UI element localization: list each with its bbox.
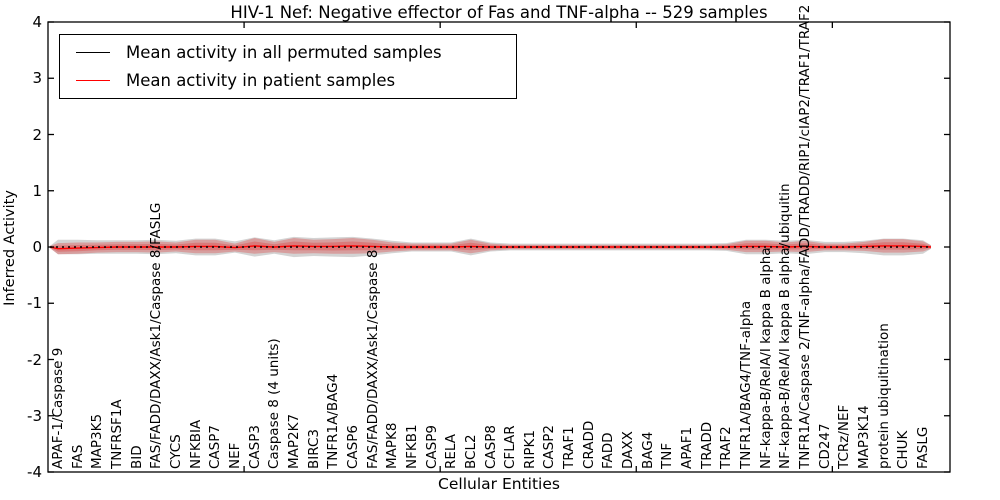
x-tick-label: CYCS (167, 434, 184, 469)
x-tick-label: FADD (600, 432, 617, 469)
y-tick-label: -3 (27, 406, 42, 425)
legend-item-permuted: Mean activity in all permuted samples (60, 43, 516, 62)
x-tick-label: RIPK1 (521, 430, 538, 469)
x-tick-label: TNFRSF1A (108, 399, 125, 469)
x-tick-label: TNFR1A/BAG4/TNF-alpha (738, 300, 755, 469)
y-tick-label: -1 (27, 294, 42, 313)
black-line-swatch (76, 52, 110, 54)
x-tick-label: TNFR1A/Caspase 2/TNF-alpha/FADD/TRADD/RI… (797, 4, 814, 469)
x-tick-label: RELA (443, 434, 460, 469)
x-tick-label: CRADD (580, 420, 597, 469)
x-tick-label: APAF-1/Caspase 9 (50, 347, 66, 469)
x-tick-label: CASP7 (207, 425, 224, 469)
legend-item-label: Mean activity in all permuted samples (126, 43, 442, 63)
x-tick-label: MAP3K5 (89, 413, 106, 469)
x-tick-label: MAPK8 (384, 422, 401, 469)
x-tick-label: CD247 (816, 423, 833, 469)
x-tick-label: FAS/FADD/DAXX/Ask1/Caspase 8 (364, 249, 381, 469)
x-tick-label: CHUK (895, 430, 912, 469)
x-tick-label: Caspase 8 (4 units) (266, 338, 283, 469)
x-tick-label: BIRC3 (305, 429, 322, 469)
x-tick-label: NEF (226, 442, 243, 469)
x-tick-label: NF-kappa-B/RelA/I kappa B alpha/ubiquiti… (777, 183, 794, 469)
x-tick-label: CASP8 (482, 425, 499, 469)
y-tick-label: 4 (32, 13, 42, 31)
x-tick-label: NFKB1 (403, 424, 420, 469)
x-tick-label: DAXX (620, 431, 637, 469)
x-tick-label: BCL2 (462, 434, 479, 469)
patient-spread-band-outer (50, 238, 931, 255)
x-axis-label: Cellular Entities (438, 475, 560, 493)
x-tick-label: CASP3 (246, 425, 263, 469)
y-tick-label: -2 (27, 350, 42, 369)
x-tick-label: FAS (69, 444, 86, 469)
x-tick-label: TRADD (698, 421, 715, 469)
legend: Mean activity in all permuted samples Me… (59, 34, 517, 99)
x-tick-label: CFLAR (502, 425, 519, 469)
x-tick-label: MAP2K7 (285, 413, 302, 469)
x-tick-label: TRAF1 (561, 426, 578, 469)
x-tick-label: BAG4 (639, 431, 656, 469)
x-tick-label: protein ubiquitination (875, 323, 892, 469)
x-tick-label: TCRz/NEF (836, 404, 853, 469)
y-tick-label: -4 (27, 463, 42, 481)
chart-title: HIV-1 Nef: Negative effector of Fas and … (230, 3, 768, 22)
y-tick-label: 3 (32, 69, 42, 88)
x-tick-label: NFKBIA (187, 419, 204, 469)
x-tick-label: NF-kappa-B/RelA/I kappa B alpha (757, 247, 774, 469)
x-tick-label: FAS/FADD/DAXX/Ask1/Caspase 8/FASLG (148, 202, 165, 469)
x-tick-label: BID (128, 445, 145, 469)
y-tick-label: 0 (32, 238, 42, 256)
x-tick-label: CASP2 (541, 425, 558, 469)
x-tick-label: FASLG (915, 426, 931, 469)
red-line-swatch (76, 79, 110, 81)
x-tick-label: APAF1 (679, 426, 696, 469)
x-tick-label: TNF (659, 442, 676, 469)
x-tick-label: TRAF2 (718, 426, 735, 469)
x-tick-label: TNFR1A/BAG4 (325, 373, 342, 469)
legend-item-patient: Mean activity in patient samples (60, 71, 516, 90)
legend-item-label: Mean activity in patient samples (126, 70, 396, 90)
x-tick-label: CASP9 (423, 425, 440, 469)
x-tick-label: CASP6 (344, 425, 361, 469)
x-tick-label: MAP3K14 (856, 405, 873, 469)
y-tick-label: 1 (32, 181, 42, 200)
y-tick-label: 2 (32, 125, 42, 144)
